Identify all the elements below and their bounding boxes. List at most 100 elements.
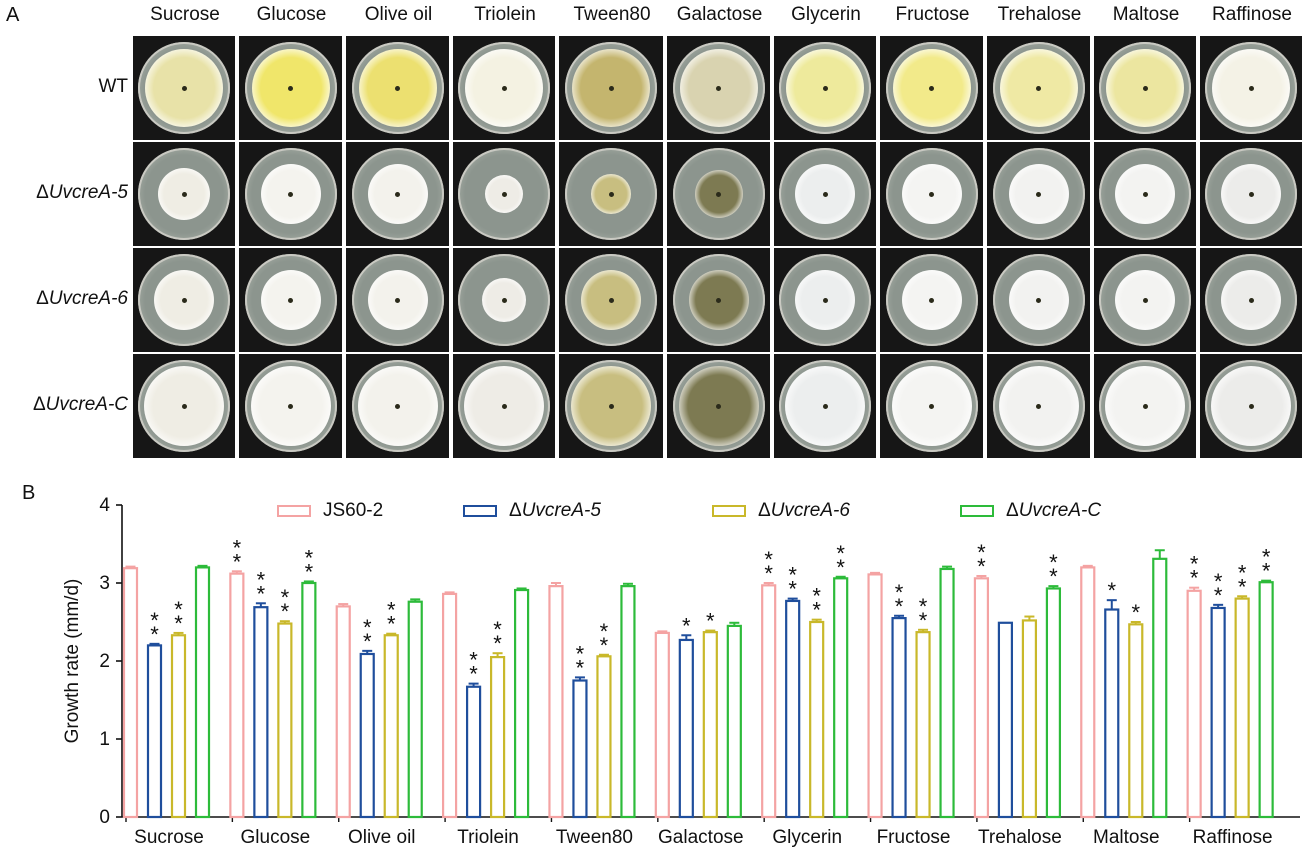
plate-photo [1200, 248, 1302, 352]
x-tick-label: Fructose [877, 827, 951, 848]
x-tick-label: Maltose [1093, 827, 1160, 848]
plate-photo [987, 142, 1090, 246]
significance-star: * [150, 608, 159, 633]
fungal-colony [485, 175, 523, 213]
inoculation-point [929, 297, 934, 303]
bar [465, 685, 482, 819]
x-tick-label: Glycerin [772, 827, 842, 848]
fungal-colony [358, 49, 437, 127]
petri-dish [779, 42, 871, 134]
strain-prefix: Δ [36, 288, 49, 309]
fungal-colony [999, 49, 1078, 127]
y-axis-label: Growth rate (mm/d) [62, 579, 83, 744]
plate-photo [1094, 36, 1196, 140]
plate-photo [133, 354, 235, 458]
fungal-colony [1211, 366, 1291, 446]
plate-photo [346, 36, 449, 140]
inoculation-point [1036, 297, 1041, 303]
plate-photo [453, 354, 555, 458]
petri-dish [565, 42, 657, 134]
petri-dish [779, 254, 871, 346]
petri-dish [672, 254, 765, 346]
medium-label: Fructose [895, 4, 970, 25]
medium-label: Galactose [676, 4, 763, 25]
legend-label: UvcreA-C [1018, 500, 1102, 521]
inoculation-point [395, 297, 400, 303]
petri-dish [1205, 254, 1297, 346]
significance-star: * [281, 585, 290, 610]
fungal-colony [145, 49, 223, 127]
bar [939, 567, 955, 819]
petri-dish [458, 42, 550, 134]
significance-star: * [281, 599, 290, 624]
significance-star: * [836, 541, 845, 566]
inoculation-point [395, 191, 400, 197]
plate-photo [346, 142, 449, 246]
petri-dish [351, 148, 444, 240]
plate-photo [1200, 36, 1302, 140]
inoculation-point [1036, 85, 1041, 91]
significance-star: * [1190, 552, 1199, 577]
bar [833, 577, 849, 819]
petri-dish [992, 148, 1085, 240]
petri-dish [992, 360, 1085, 452]
inoculation-point [1142, 85, 1148, 91]
bar [335, 605, 351, 819]
significance-star: * [363, 615, 372, 640]
inoculation-point [288, 85, 293, 91]
inoculation-point [501, 85, 507, 91]
significance-star: * [977, 554, 986, 579]
legend-prefix: Δ [1006, 500, 1019, 521]
panel-b-letter: B [22, 482, 36, 504]
plate-photo [1094, 142, 1196, 246]
legend-label: JS60-2 [323, 500, 384, 521]
fungal-colony [901, 164, 962, 224]
bar [596, 655, 612, 819]
plate-photo [239, 248, 342, 352]
inoculation-point [929, 403, 934, 409]
fungal-colony [998, 366, 1079, 446]
fungal-colony [571, 366, 651, 446]
fungal-colony [144, 366, 224, 446]
plate-photo [667, 248, 770, 352]
y-tick-label: 2 [99, 651, 110, 672]
significance-star: * [764, 547, 773, 572]
inoculation-point [1142, 297, 1148, 303]
strain-label: ΔUvcreA-5 [0, 182, 128, 204]
inoculation-point [1248, 191, 1254, 197]
petri-dish [779, 360, 871, 452]
legend-entry: Δ UvcreA-C [960, 500, 1101, 522]
legend-entry: Δ UvcreA-5 [463, 500, 601, 522]
plate-photo [133, 248, 235, 352]
significance-star: * [836, 555, 845, 580]
petri-dish [1205, 360, 1297, 452]
petri-dish [565, 360, 657, 452]
inoculation-point [1248, 85, 1254, 91]
bar [572, 679, 588, 819]
plate-photo [453, 142, 555, 246]
petri-dish [779, 148, 871, 240]
inoculation-point [929, 191, 934, 197]
significance-star: * [1107, 578, 1116, 603]
bar [809, 620, 825, 819]
legend-label: UvcreA-6 [770, 500, 850, 521]
plate-photo [667, 36, 770, 140]
x-tick-label: Olive oil [348, 827, 416, 848]
bar [548, 585, 564, 819]
bar [170, 634, 187, 819]
inoculation-point [181, 85, 187, 91]
fungal-colony [795, 164, 855, 224]
y-tick-label: 4 [99, 495, 110, 516]
bar [277, 622, 293, 819]
petri-dish [565, 254, 657, 346]
bar [1128, 623, 1144, 819]
strain-label: ΔUvcreA-6 [0, 288, 128, 310]
strain-name: UvcreA-5 [48, 182, 128, 203]
petri-dish [1099, 254, 1191, 346]
fungal-colony [786, 49, 864, 127]
petri-dish [458, 360, 550, 452]
bar [146, 644, 163, 819]
panel-a-letter: A [6, 4, 20, 26]
inoculation-point [1142, 191, 1148, 197]
bar [253, 606, 269, 819]
